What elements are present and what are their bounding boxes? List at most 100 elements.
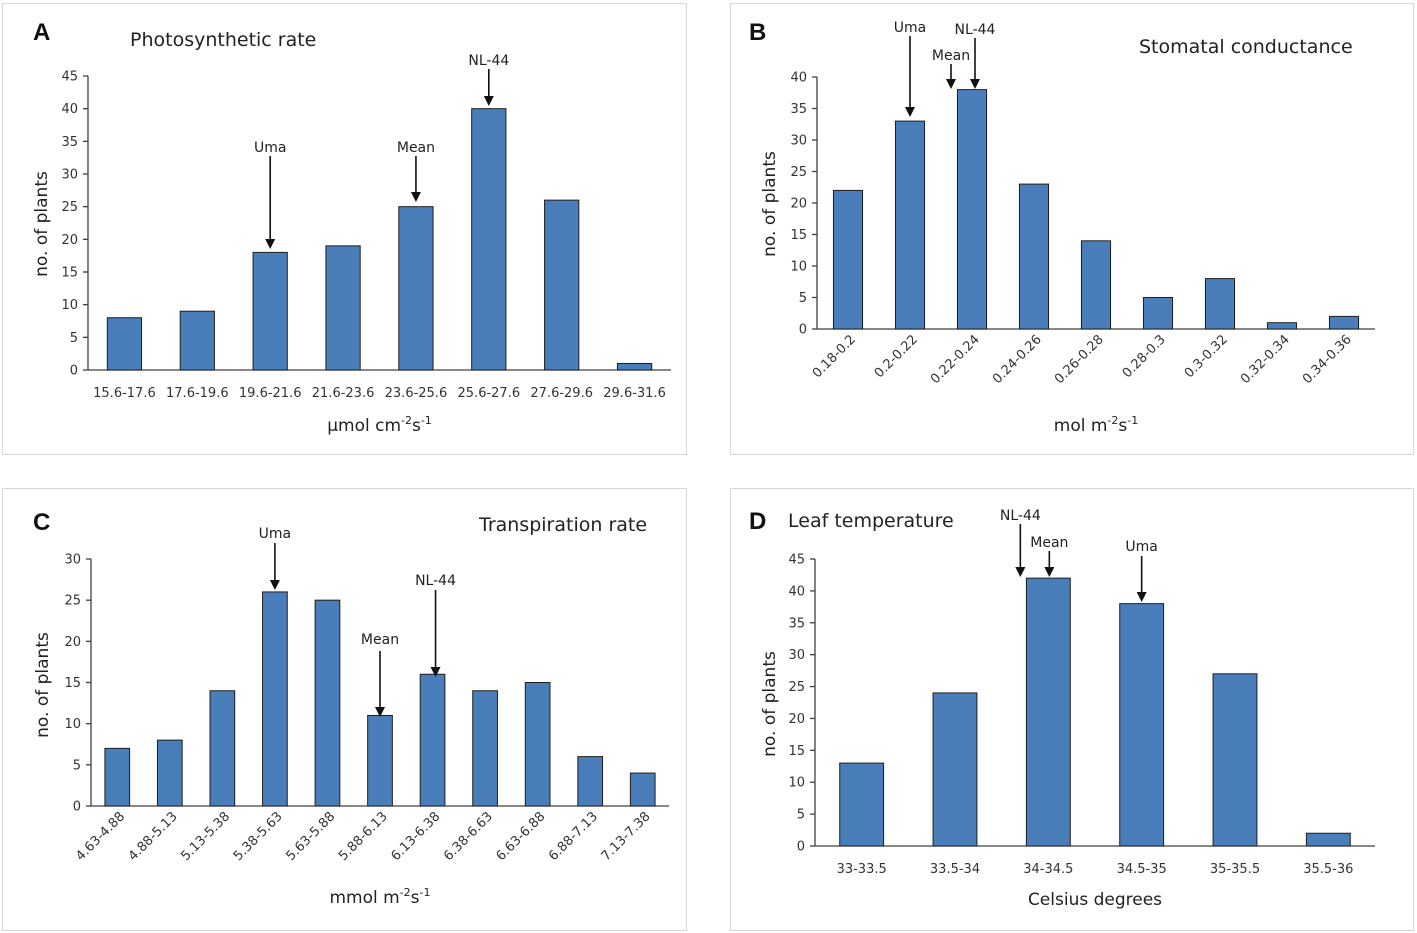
y-tick-label: 10 [788, 776, 805, 791]
bar-6.38-6.63 [472, 690, 498, 807]
x-tick-label: 34-34.5 [1023, 862, 1073, 877]
bar-0.3-0.32 [1204, 278, 1236, 330]
x-tick-label: 25.6-27.6 [458, 386, 521, 401]
panel-letter: C [33, 509, 50, 536]
x-axis-label-superscript: -1 [421, 414, 432, 427]
x-tick-label: 35.5-36 [1303, 862, 1353, 877]
chart-title: Stomatal conductance [1139, 36, 1353, 58]
arrow-head-icon [483, 96, 494, 106]
arrow-head-icon [1044, 567, 1055, 577]
y-tick-label: 35 [61, 135, 78, 150]
chart-title: Photosynthetic rate [130, 29, 316, 51]
bar-5.38-5.63 [262, 591, 288, 807]
x-tick-label: 17.6-19.6 [166, 386, 229, 401]
y-tick-label: 30 [790, 134, 807, 149]
annotation-mean: Mean [1030, 535, 1068, 551]
y-tick-label: 20 [790, 197, 807, 212]
x-axis-label-text: mol m [1054, 416, 1108, 436]
chart-title: Leaf temperature [788, 510, 954, 532]
y-tick-label: 15 [64, 676, 81, 691]
x-tick-label: 29.6-31.6 [603, 386, 666, 401]
x-tick-label: 15.6-17.6 [93, 386, 156, 401]
y-tick-label: 25 [64, 594, 81, 609]
x-axis-label: Celsius degrees [1028, 890, 1162, 910]
arrow-head-icon [1136, 592, 1147, 602]
bar-0.18-0.2 [832, 189, 864, 330]
bar-21.6-23.6 [325, 245, 361, 371]
bar-0.2-0.22 [894, 120, 926, 330]
y-tick-label: 40 [61, 102, 78, 117]
y-tick-label: 40 [790, 71, 807, 86]
bar-0.26-0.28 [1080, 240, 1112, 330]
x-axis-label: mmol m-2s-1 [329, 886, 430, 908]
x-tick-label: 4.63-4.88 [73, 809, 128, 864]
y-tick-label: 35 [788, 616, 805, 631]
y-tick-label: 0 [799, 323, 807, 338]
y-tick-label: 15 [61, 266, 78, 281]
x-tick-label: 0.2-0.22 [872, 332, 921, 381]
bar-0.24-0.26 [1018, 183, 1050, 330]
x-axis-label: µmol cm-2s-1 [327, 414, 432, 436]
arrow-head-icon [375, 707, 385, 717]
bar-6.63-6.88 [524, 682, 551, 807]
bar-27.6-29.6 [544, 199, 580, 371]
x-tick-label: 5.63-5.88 [283, 809, 338, 864]
x-axis-label-superscript: -1 [420, 886, 431, 899]
bar-6.13-6.38 [419, 673, 446, 807]
bar-6.88-7.13 [577, 756, 604, 807]
y-tick-label: 10 [61, 298, 78, 313]
bar-34.5-35 [1119, 603, 1165, 847]
annotation-nl-44: NL-44 [1000, 508, 1041, 524]
annotation-uma: Uma [259, 526, 291, 542]
x-tick-label: 35-35.5 [1210, 862, 1260, 877]
y-tick-label: 25 [61, 200, 78, 215]
y-axis-label: no. of plants [760, 651, 780, 757]
x-tick-label: 6.13-6.38 [389, 809, 444, 864]
x-tick-label: 0.28-0.3 [1120, 332, 1169, 381]
x-tick-label: 5.38-5.63 [231, 809, 286, 864]
y-tick-label: 10 [790, 260, 807, 275]
panel-b: B Stomatal conductance 0 5 10 15 20 25 30 35 40 0.1… [730, 3, 1414, 455]
x-tick-label: 6.88-7.13 [546, 809, 601, 864]
bar-5.13-5.38 [209, 690, 236, 807]
y-tick-label: 0 [797, 840, 805, 855]
annotation-uma: Uma [894, 20, 926, 36]
x-axis-label-text: s [1118, 416, 1127, 436]
x-axis-label: mol m-2s-1 [1054, 414, 1138, 436]
x-tick-label: 5.88-6.13 [336, 809, 391, 864]
x-tick-label: 0.34-0.36 [1300, 332, 1355, 387]
annotation-mean: Mean [361, 632, 399, 648]
x-axis-label-text: µmol cm [327, 416, 401, 436]
y-tick-label: 30 [64, 553, 81, 568]
y-tick-label: 30 [61, 168, 78, 183]
x-tick-label: 0.3-0.32 [1182, 332, 1231, 381]
y-tick-label: 5 [799, 291, 807, 306]
arrow-head-icon [1015, 567, 1026, 577]
y-tick-label: 0 [70, 364, 78, 379]
bar-17.6-19.6 [179, 310, 215, 371]
panel-letter: D [749, 508, 766, 535]
chart-d: D Leaf temperature 0 5 10 15 20 25 30 35 40 45 33-33… [749, 508, 1375, 910]
bar-29.6-31.6 [616, 362, 653, 371]
chart-title: Transpiration rate [478, 514, 647, 536]
y-tick-label: 5 [70, 331, 78, 346]
x-tick-label: 27.6-29.6 [530, 386, 593, 401]
panel-c: C Transpiration rate 0 5 10 15 20 25 30 4.63-4.88… [2, 488, 687, 931]
x-axis-label-text: s [412, 416, 421, 436]
y-tick-label: 20 [788, 712, 805, 727]
chart-a: A Photosynthetic rate 0 5 10 15 20 25 30 35 40 45 15… [32, 19, 671, 436]
annotation-nl-44: NL-44 [955, 22, 996, 38]
bar-5.63-5.88 [314, 599, 341, 807]
arrow-head-icon [970, 79, 980, 89]
bar-35.5-36 [1305, 832, 1351, 847]
y-tick-label: 20 [64, 635, 81, 650]
annotation-uma: Uma [1125, 539, 1157, 555]
y-axis-label: no. of plants [32, 171, 52, 277]
x-axis-label-superscript: -2 [401, 414, 412, 427]
chart-b: B Stomatal conductance 0 5 10 15 20 25 30 35 40 0.1… [749, 19, 1375, 436]
bar-4.88-5.13 [156, 739, 183, 807]
y-tick-label: 15 [788, 744, 805, 759]
annotation-nl-44: NL-44 [468, 53, 509, 69]
y-tick-label: 15 [790, 228, 807, 243]
y-tick-label: 30 [788, 648, 805, 663]
